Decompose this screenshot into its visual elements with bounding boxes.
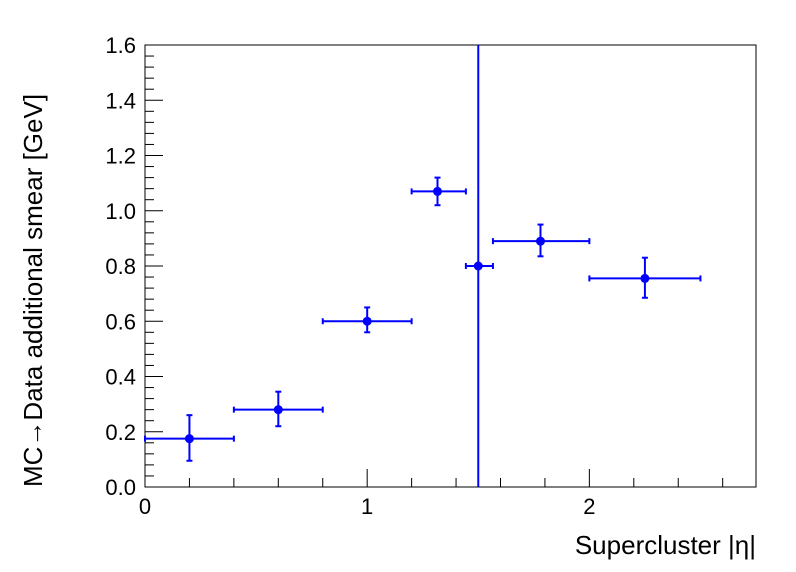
data-marker bbox=[473, 261, 483, 271]
y-tick-label: 0.4 bbox=[105, 365, 136, 390]
data-marker bbox=[535, 236, 545, 246]
data-marker bbox=[640, 273, 650, 283]
y-tick-label: 0.0 bbox=[105, 475, 136, 500]
data-marker bbox=[273, 405, 283, 415]
data-point bbox=[321, 306, 413, 334]
x-tick-label: 1 bbox=[361, 494, 373, 519]
y-tick-label: 1.4 bbox=[105, 88, 136, 113]
data-marker bbox=[433, 186, 443, 196]
data-marker bbox=[362, 316, 372, 326]
y-axis-title: MC→Data additional smear [GeV] bbox=[18, 94, 48, 487]
data-point bbox=[491, 223, 591, 258]
y-tick-label: 1.6 bbox=[105, 33, 136, 58]
y-tick-label: 0.6 bbox=[105, 309, 136, 334]
y-tick-label: 0.8 bbox=[105, 254, 136, 279]
data-point bbox=[464, 45, 494, 487]
x-axis-title: Supercluster |η| bbox=[575, 530, 756, 560]
y-tick-labels: 0.0 0.2 0.4 0.6 0.8 1.0 1.2 1.4 1.6 bbox=[105, 33, 136, 500]
y-tick-label: 1.2 bbox=[105, 144, 136, 169]
data-point bbox=[232, 390, 324, 428]
y-tick-label: 1.0 bbox=[105, 199, 136, 224]
data-point bbox=[588, 256, 702, 299]
data-points bbox=[144, 45, 702, 487]
data-point bbox=[144, 414, 235, 462]
x-tick-label: 0 bbox=[139, 494, 151, 519]
x-tick-label: 2 bbox=[583, 494, 595, 519]
axis-ticks bbox=[144, 44, 724, 488]
data-marker bbox=[184, 434, 194, 444]
y-tick-label: 0.2 bbox=[105, 420, 136, 445]
data-point bbox=[410, 176, 467, 207]
x-tick-labels: 0 1 2 bbox=[139, 494, 596, 519]
plot-frame bbox=[144, 44, 757, 488]
